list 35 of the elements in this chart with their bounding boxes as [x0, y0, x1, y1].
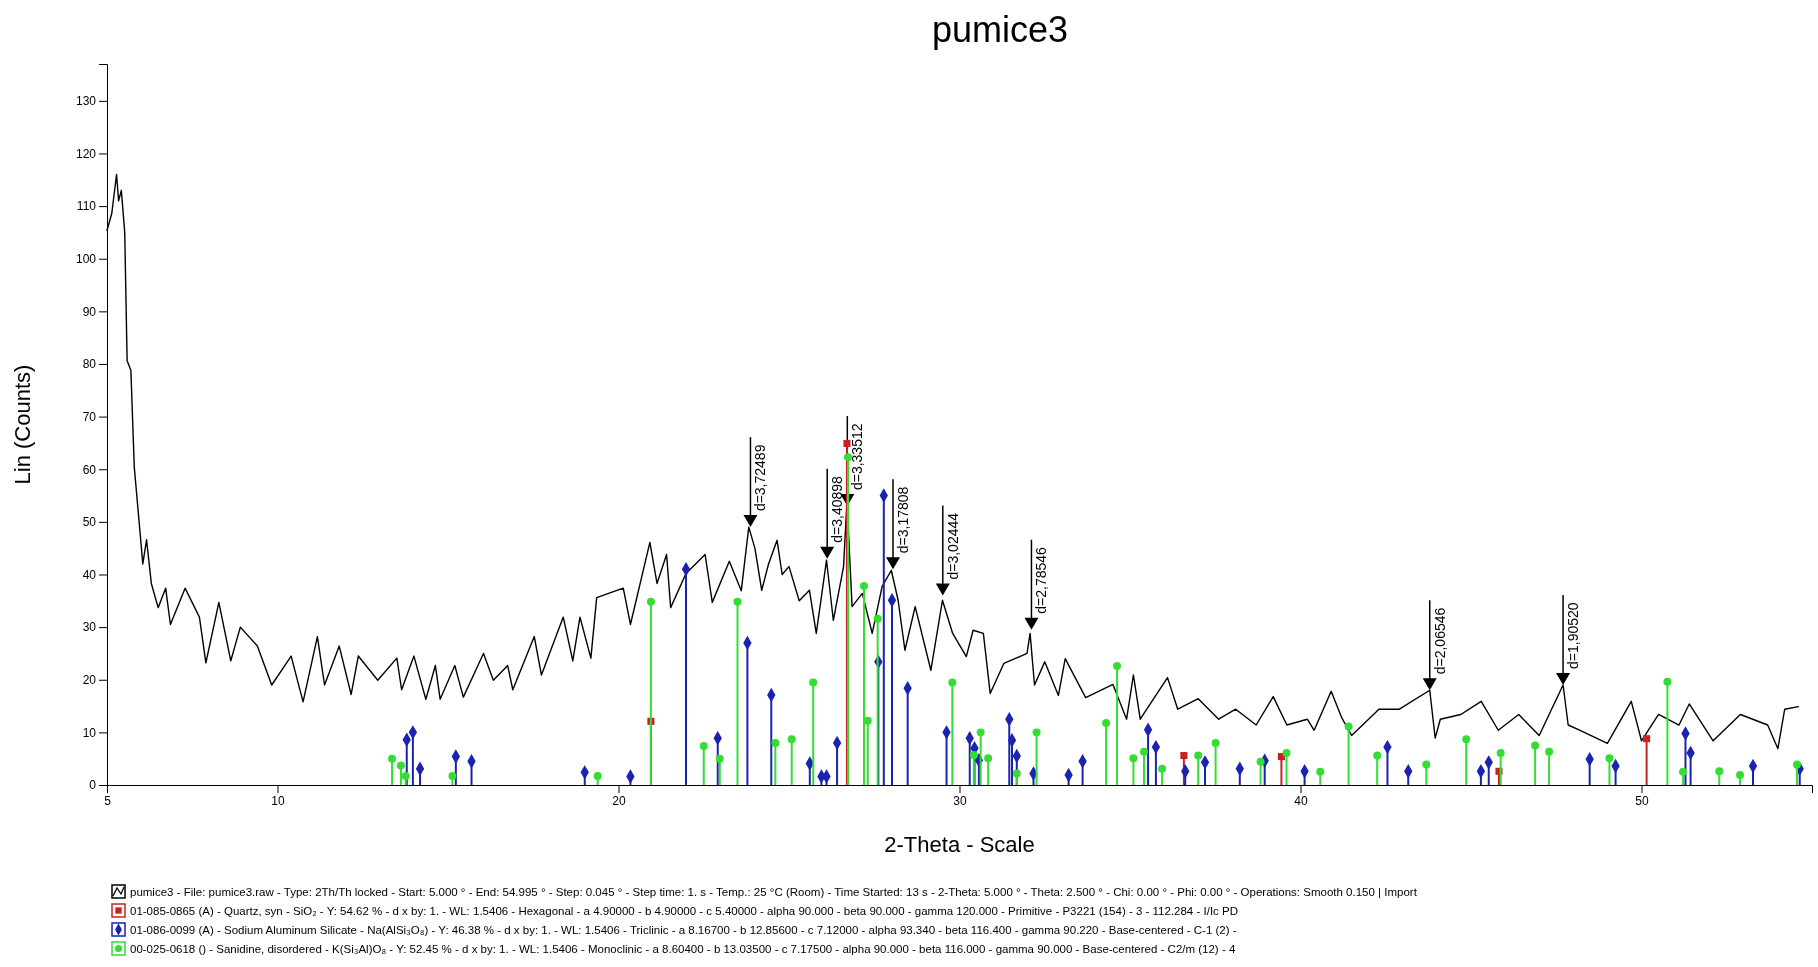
x-tick-label: 20	[612, 793, 626, 808]
x-tick-label: 10	[271, 793, 285, 808]
annotation: d=3,72489	[752, 444, 769, 512]
y-tick-label: 20	[82, 673, 97, 688]
y-tick-label: 60	[82, 462, 97, 477]
x-tick-label: 50	[1635, 793, 1649, 808]
y-tick-label: 120	[75, 146, 97, 161]
chart-title: pumice3	[931, 9, 1069, 50]
x-axis-title: 2-Theta - Scale	[884, 832, 1035, 857]
annotation: d=3,33512	[849, 423, 866, 491]
x-tick-label: 30	[953, 793, 967, 808]
y-tick-label: 80	[82, 357, 97, 372]
legend-label: pumice3 - File: pumice3.raw - Type: 2Th/Th locked - Start: 5.000 ° - End: 54.995 ° - Step: 0.045 ° - Step time: 1. s - Temp.: 25 °C (Room) - Time Started: 13 s - 2-Theta: 5.000 ° - Theta: 2.500 ° - Chi: 0.00 ° - Phi: 0.00 ° - Operations: Smooth 0.150 | Import	[130, 886, 1418, 898]
legend-label: 01-085-0865 (A) - Quartz, syn - SiO₂ - Y: 54.62 % - d x by: 1. - WL: 1.5406 - Hexagonal - a 4.90000 - b 4.90000 - c 5.40000 - alpha 90.000 - beta 90.000 - gamma 120.000 - Primitive - P3221 (154) - 3 - 112.284 - I/Ic PD	[130, 905, 1238, 917]
y-tick-label: 10	[82, 725, 97, 740]
y-tick-label: 100	[75, 252, 97, 267]
y-axis-title: Lin (Counts)	[10, 364, 35, 485]
y-tick-label: 0	[89, 778, 97, 793]
annotation: d=2,06546	[1431, 607, 1448, 675]
annotation: d=3,02444	[944, 512, 961, 580]
annotation: d=3,17808	[895, 486, 912, 554]
x-tick-label: 40	[1294, 793, 1308, 808]
annotation: d=2,78546	[1033, 546, 1050, 614]
y-tick-label: 40	[82, 567, 97, 582]
annotation: d=1,90520	[1565, 602, 1582, 670]
x-tick-label: 5	[104, 793, 112, 808]
y-tick-label: 50	[82, 515, 97, 530]
annotation: d=3,40898	[829, 475, 846, 543]
y-tick-label: 30	[82, 620, 97, 635]
y-tick-label: 90	[82, 304, 97, 319]
y-tick-label: 130	[75, 94, 97, 109]
legend-label: 01-086-0099 (A) - Sodium Aluminum Silicate - Na(AlSi₃O₈) - Y: 46.38 % - d x by: 1. - WL: 1.5406 - Triclinic - a 8.16700 - b 12.85600 - c 7.12000 - alpha 93.340 - beta 116.400 - gamma 90.220 - Base-centered - C-1 (2) -	[130, 924, 1237, 936]
y-tick-label: 110	[76, 199, 97, 214]
y-tick-label: 70	[82, 409, 97, 424]
legend-label: 00-025-0618 () - Sanidine, disordered - K(Si₃Al)O₈ - Y: 52.45 % - d x by: 1. - WL: 1.5406 - Monoclinic - a 8.60400 - b 13.03500 - c 7.17500 - alpha 90.000 - beta 116.000 - gamma 90.000 - Base-centered - C2/m (12) - 4	[130, 943, 1236, 955]
